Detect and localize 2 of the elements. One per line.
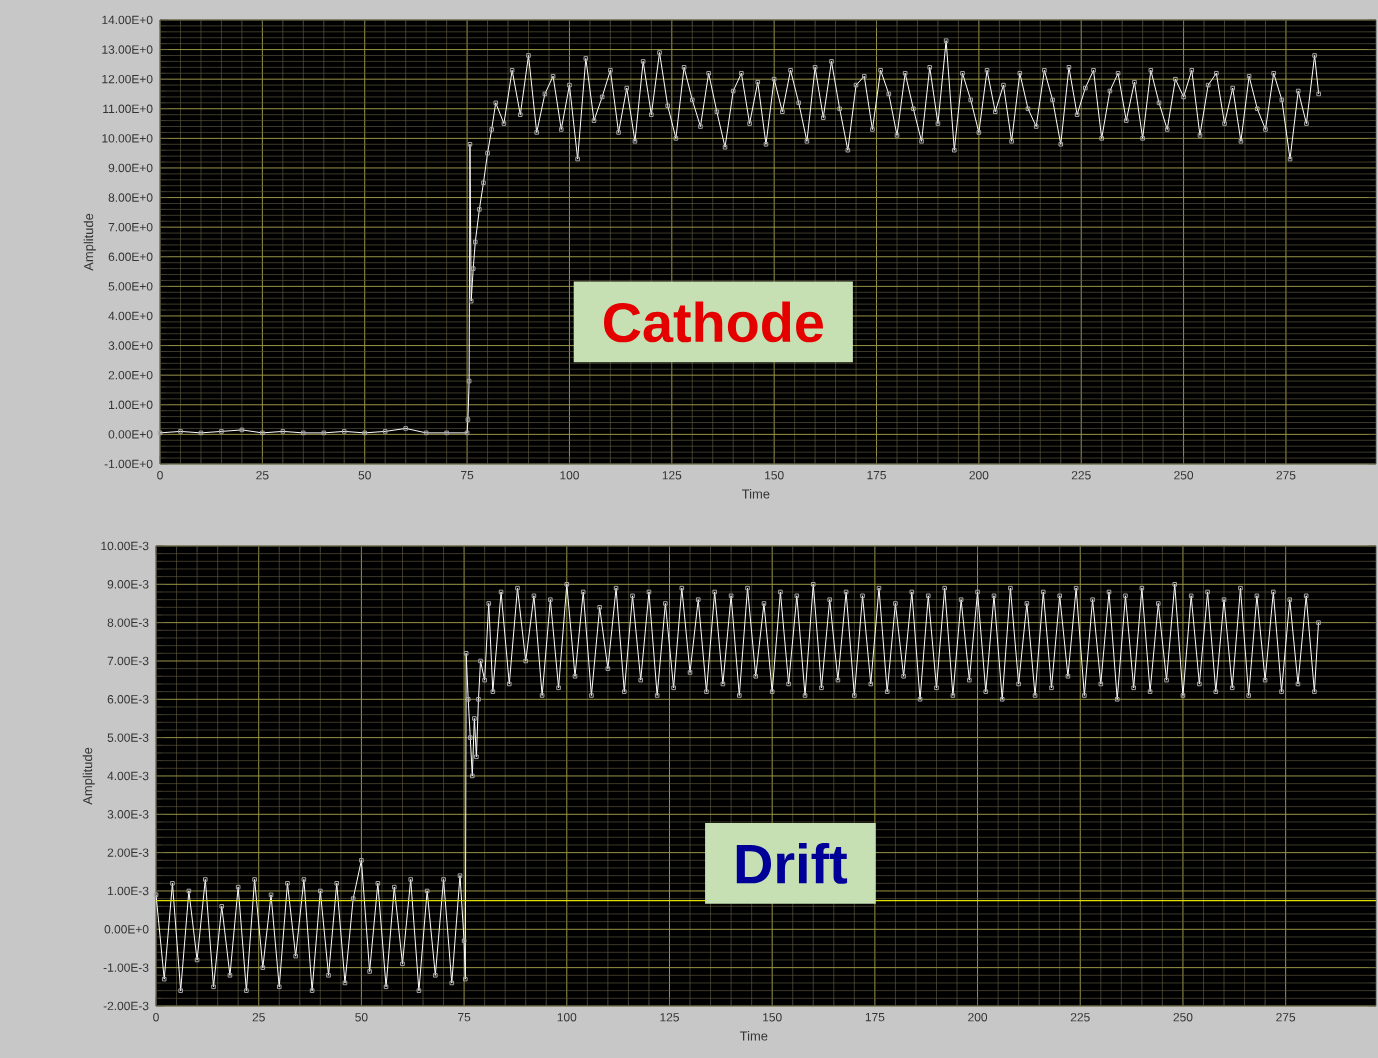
annotation: Drift xyxy=(736,842,848,884)
annotation: Cathode xyxy=(604,301,823,343)
